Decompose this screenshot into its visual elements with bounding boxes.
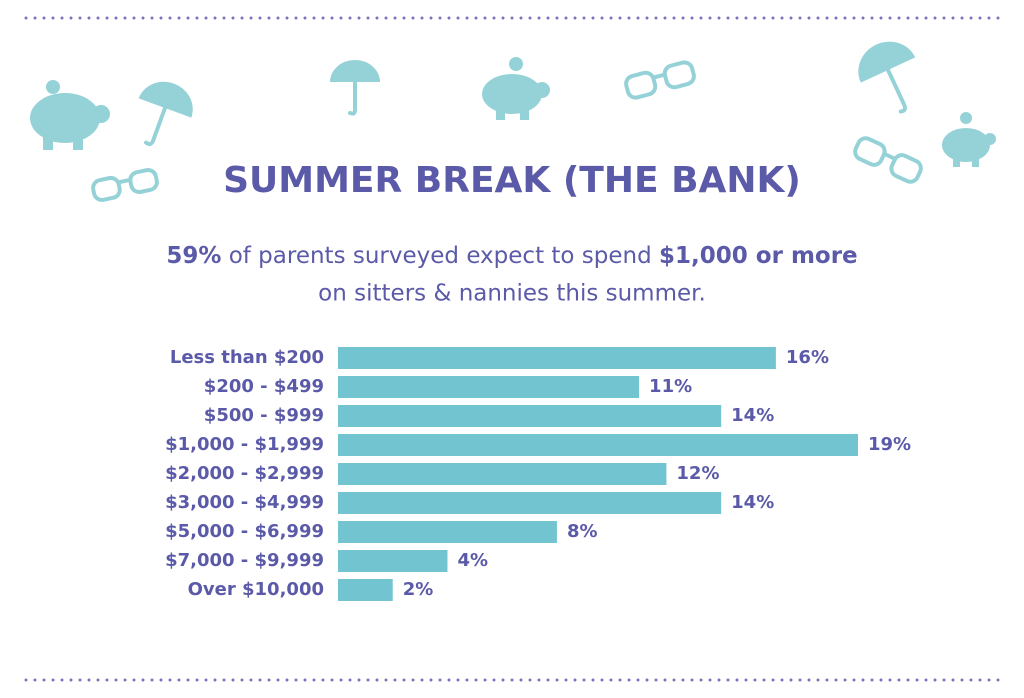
- bar: [338, 405, 722, 427]
- bar: [338, 579, 393, 601]
- value-label: 11%: [649, 376, 692, 397]
- category-label: $5,000 - $6,999: [165, 521, 324, 542]
- subtitle: on sitters & nannies this summer.: [318, 281, 706, 307]
- subtitle-part: $1,000 or more: [659, 243, 858, 269]
- bar: [338, 521, 557, 543]
- value-label: 14%: [731, 405, 774, 426]
- value-label: 8%: [567, 521, 598, 542]
- bar: [338, 434, 858, 456]
- category-label: Over $10,000: [188, 579, 324, 600]
- bar: [338, 376, 640, 398]
- category-label: $7,000 - $9,999: [165, 550, 324, 571]
- bar: [338, 463, 667, 485]
- bar: [338, 550, 448, 572]
- value-label: 2%: [403, 579, 434, 600]
- value-label: 16%: [786, 347, 829, 368]
- category-label: $1,000 - $1,999: [165, 434, 324, 455]
- category-label: Less than $200: [170, 347, 324, 368]
- value-label: 12%: [676, 463, 719, 484]
- category-label: $3,000 - $4,999: [165, 492, 324, 513]
- category-label: $500 - $999: [204, 405, 324, 426]
- subtitle: 59% of parents surveyed expect to spend …: [166, 243, 857, 269]
- bar: [338, 347, 776, 369]
- category-label: $2,000 - $2,999: [165, 463, 324, 484]
- bar: [338, 492, 722, 514]
- value-label: 4%: [457, 550, 488, 571]
- subtitle-part: of parents surveyed expect to spend: [221, 243, 659, 269]
- decoration: [30, 41, 996, 202]
- category-label: $200 - $499: [204, 376, 324, 397]
- value-label: 19%: [868, 434, 911, 455]
- chart-title: SUMMER BREAK (THE BANK): [223, 160, 801, 201]
- value-label: 14%: [731, 492, 774, 513]
- subtitle-part: 59%: [166, 243, 221, 269]
